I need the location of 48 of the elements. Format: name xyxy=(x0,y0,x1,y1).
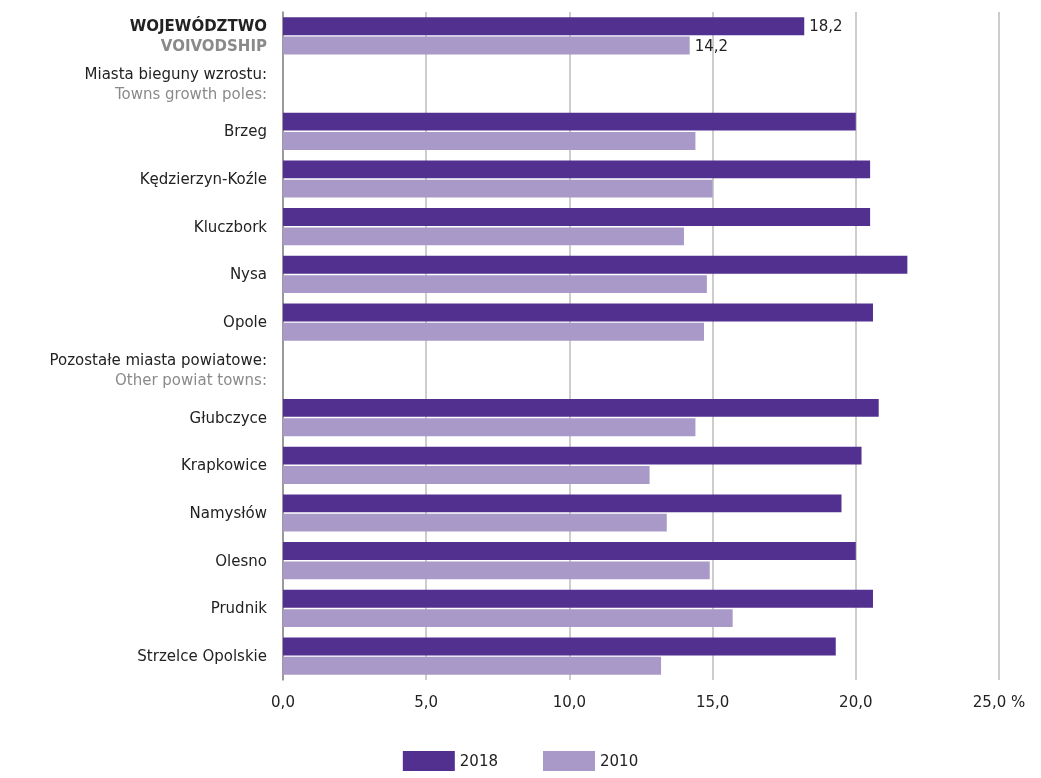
bar xyxy=(283,494,842,513)
x-tick-label: 0,0 xyxy=(271,692,295,711)
bar xyxy=(283,466,650,484)
bar xyxy=(283,208,871,226)
bar xyxy=(283,160,871,179)
x-tick-label: 5,0 xyxy=(414,692,439,711)
bar xyxy=(283,398,879,417)
bar xyxy=(283,36,690,55)
bar xyxy=(283,322,705,341)
y-tick-label: Brzeg xyxy=(223,122,267,141)
bar xyxy=(283,418,696,437)
bar xyxy=(283,656,662,675)
bar xyxy=(283,609,733,628)
y-tick-label: Kędzierzyn-Koźle xyxy=(139,170,267,188)
bar xyxy=(283,227,684,246)
y-tick-label: Kluczbork xyxy=(193,217,268,236)
bar xyxy=(283,179,713,198)
bar xyxy=(283,561,710,580)
data-label: 14,2 xyxy=(694,36,729,55)
y-tick-label: WOJEWÓDZTWO VOIVODSHIP xyxy=(129,15,267,55)
y-tick-label: Głubczyce xyxy=(189,408,267,427)
bar xyxy=(283,132,696,150)
bar xyxy=(283,112,856,131)
legend-label: 2010 xyxy=(600,752,639,770)
y-tick-label: Namysłów xyxy=(189,504,267,522)
bar xyxy=(283,17,805,36)
y-tick-label: Prudnik xyxy=(210,599,268,618)
x-tick-label: 15,0 xyxy=(695,692,730,711)
text: Miasta bieguny wzrostu: Towns growth poles: xyxy=(84,64,267,103)
y-tick-label: Olesno xyxy=(215,551,267,570)
y-tick-label: Krapkowice xyxy=(181,456,267,475)
x-tick-label: 25,0 % xyxy=(972,692,1026,711)
y-tick-label: Strzelce Opolskie xyxy=(137,647,267,666)
bar xyxy=(283,446,862,465)
bar xyxy=(283,637,836,656)
text: Pozostałe miasta powiatowe: Other powiat towns: xyxy=(49,350,267,389)
bar xyxy=(283,275,707,294)
bar xyxy=(283,589,873,608)
bar xyxy=(283,513,667,532)
bar xyxy=(283,542,856,560)
data-label: 18,2 xyxy=(809,17,843,36)
bar xyxy=(283,303,873,322)
legend-label: 2018 xyxy=(459,752,499,770)
x-tick-label: 20,0 xyxy=(839,692,873,711)
y-tick-label: Nysa xyxy=(229,265,267,284)
y-tick-label: Opole xyxy=(223,313,267,332)
bar xyxy=(283,255,908,274)
x-tick-label: 10,0 xyxy=(552,692,587,711)
